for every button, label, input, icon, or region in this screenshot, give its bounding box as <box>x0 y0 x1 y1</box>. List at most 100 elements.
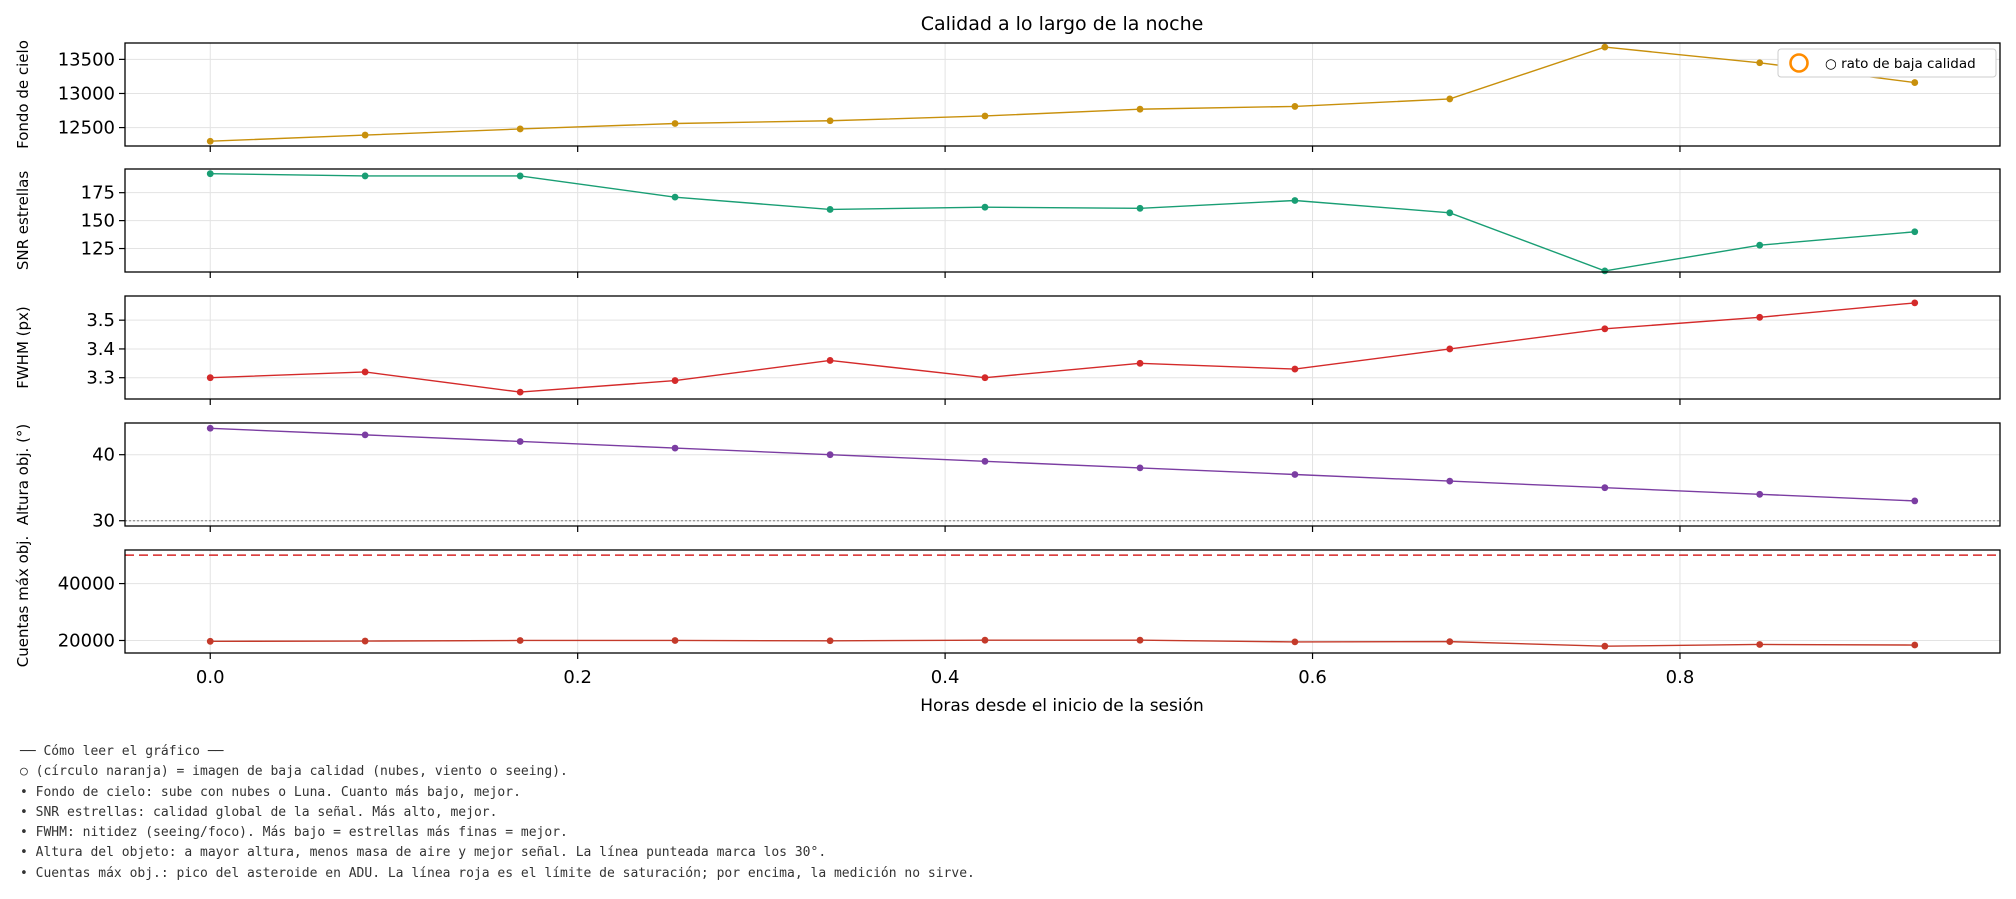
y-axis-label: Cuentas máx obj. <box>14 536 32 667</box>
series-line <box>210 46 1915 142</box>
y-tick-label: 13000 <box>58 83 115 104</box>
data-point <box>361 131 369 139</box>
y-tick-label: 150 <box>81 211 115 232</box>
x-tick-label: 0.0 <box>196 667 225 688</box>
y-axis-label: FWHM (px) <box>14 306 32 389</box>
data-point <box>1291 365 1299 373</box>
data-point <box>671 377 679 384</box>
y-axis-label: Fondo de cielo <box>14 40 32 149</box>
data-point <box>826 117 834 125</box>
data-point <box>361 172 369 180</box>
data-point <box>1291 638 1299 646</box>
data-point <box>1756 59 1764 67</box>
legend: ○ rato de baja calidad <box>1777 48 1997 78</box>
data-point <box>1136 464 1144 472</box>
legend-marker-circle <box>1789 53 1809 73</box>
data-point <box>1911 497 1919 505</box>
panel-frame <box>124 422 2001 527</box>
y-tick-label: 3.4 <box>86 339 115 360</box>
data-point <box>1446 638 1454 646</box>
y-tick-label: 125 <box>81 239 115 260</box>
data-point <box>516 438 524 445</box>
data-point <box>1601 325 1609 333</box>
panel-4: 20000 40000 Cuentas máx obj. <box>14 536 2001 667</box>
data-point <box>826 357 834 364</box>
y-axis-label: Altura obj. (°) <box>14 424 32 526</box>
series-line <box>210 302 1915 393</box>
y-tick-label: 30 <box>92 511 115 532</box>
panel-frame <box>124 549 2001 654</box>
data-point <box>1911 79 1919 86</box>
data-point <box>1291 103 1299 110</box>
data-point <box>1756 241 1764 249</box>
data-point <box>1601 267 1609 275</box>
data-point <box>826 206 834 213</box>
data-point <box>361 368 369 376</box>
data-point <box>1911 228 1919 236</box>
data-point <box>671 637 679 644</box>
x-tick-label: 0.4 <box>931 667 960 688</box>
note-line: • Altura del objeto: a mayor altura, men… <box>20 845 827 861</box>
series-line <box>210 172 1915 272</box>
y-tick-label: 40 <box>92 445 115 466</box>
series-line <box>210 639 1915 647</box>
note-line: ○ (círculo naranja) = imagen de baja cal… <box>20 764 568 780</box>
data-point <box>516 637 524 644</box>
note-line: • FWHM: nitidez (seeing/foco). Más bajo … <box>20 825 568 841</box>
data-point <box>981 203 989 211</box>
chart-title: Calidad a lo largo de la noche <box>921 13 1204 35</box>
data-point <box>1601 43 1609 51</box>
data-point <box>206 137 214 145</box>
data-point <box>671 120 679 127</box>
panel-3: 30 40 Altura obj. (°) <box>14 422 2001 532</box>
x-axis-label: Horas desde el inicio de la sesión <box>920 696 1204 716</box>
panel-2: 3.3 3.4 3.5 FWHM (px) <box>14 295 2001 405</box>
data-point <box>1601 642 1609 650</box>
data-point <box>1136 204 1144 212</box>
data-point <box>981 457 989 465</box>
y-tick-label: 40000 <box>58 574 115 595</box>
y-tick-label: 3.5 <box>86 310 115 331</box>
x-tick-label: 0.8 <box>1666 667 1695 688</box>
note-line: • Cuentas máx obj.: pico del asteroide e… <box>20 865 975 881</box>
data-point <box>981 636 989 644</box>
data-point <box>826 451 834 459</box>
y-tick-label: 3.3 <box>86 368 115 389</box>
data-point <box>206 170 214 178</box>
data-point <box>981 374 989 382</box>
data-point <box>981 112 989 120</box>
data-point <box>1446 95 1454 103</box>
data-point <box>1291 197 1299 204</box>
data-point <box>671 444 679 452</box>
data-point <box>206 637 214 645</box>
panel-frame <box>124 42 2001 147</box>
x-tick-label: 0.2 <box>563 667 592 688</box>
data-point <box>1911 641 1919 649</box>
data-point <box>1136 636 1144 644</box>
data-point <box>361 431 369 439</box>
series-line <box>210 427 1915 502</box>
note-line: ── Cómo leer el gráfico ── <box>20 744 224 759</box>
y-tick-label: 20000 <box>58 630 115 651</box>
x-axis: 0.0 0.2 0.4 0.6 0.8 <box>196 667 1694 688</box>
data-point <box>206 424 214 432</box>
y-tick-label: 13500 <box>58 49 115 70</box>
y-tick-label: 175 <box>81 183 115 204</box>
data-point <box>1911 299 1919 307</box>
reading-notes: ── Cómo leer el gráfico ── ○ (círculo nar… <box>20 742 975 884</box>
data-point <box>1136 105 1144 113</box>
data-point <box>1136 359 1144 367</box>
note-line: • Fondo de cielo: sube con nubes o Luna.… <box>20 784 521 800</box>
data-point <box>1756 490 1764 498</box>
data-point <box>361 637 369 645</box>
data-point <box>1601 484 1609 492</box>
panel-0: 12500 13000 13500 Fondo de cielo <box>14 40 2001 152</box>
data-point <box>1291 471 1299 478</box>
data-point <box>1446 477 1454 485</box>
note-line: • SNR estrellas: calidad global de la se… <box>20 804 498 820</box>
data-point <box>516 172 524 180</box>
data-point <box>1446 345 1454 353</box>
data-point <box>1756 641 1764 648</box>
x-tick-label: 0.6 <box>1298 667 1327 688</box>
